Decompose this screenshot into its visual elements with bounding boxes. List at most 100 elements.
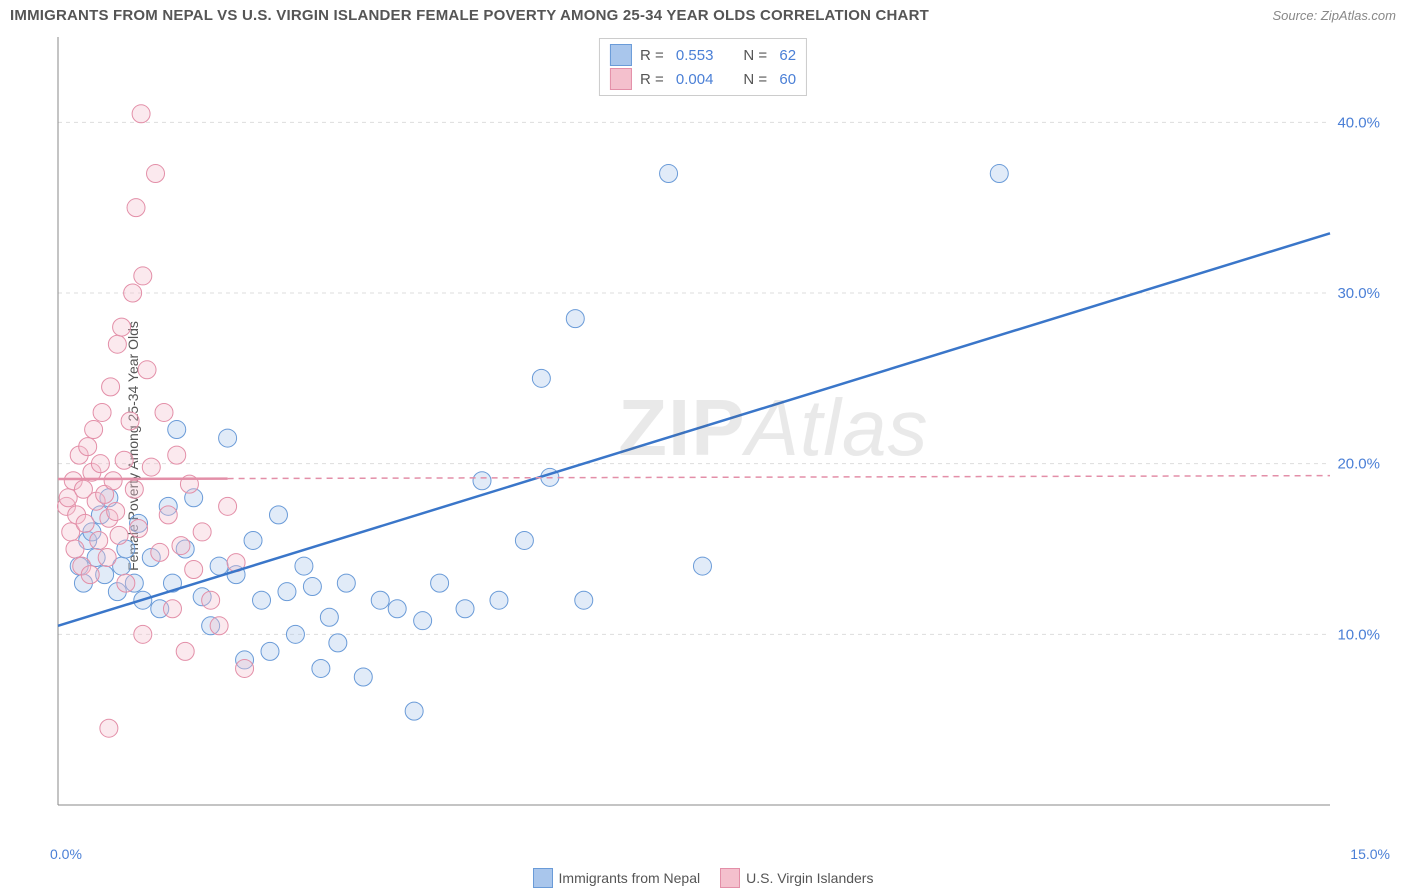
data-point: [168, 446, 186, 464]
data-point: [253, 591, 271, 609]
data-point: [193, 523, 211, 541]
data-point: [337, 574, 355, 592]
legend-swatch: [610, 68, 632, 90]
data-point: [388, 600, 406, 618]
series-legend-item: Immigrants from Nepal: [533, 868, 701, 888]
data-point: [91, 455, 109, 473]
data-point: [532, 369, 550, 387]
y-tick-label: 30.0%: [1337, 285, 1380, 302]
data-point: [295, 557, 313, 575]
r-value: 0.553: [672, 47, 714, 64]
data-point: [473, 472, 491, 490]
data-point: [172, 537, 190, 555]
data-point: [104, 472, 122, 490]
n-value: 60: [775, 71, 796, 88]
data-point: [125, 480, 143, 498]
data-point: [210, 617, 228, 635]
data-point: [159, 506, 177, 524]
data-point: [210, 557, 228, 575]
legend-swatch: [610, 44, 632, 66]
chart-area: 10.0% 20.0% 30.0% 40.0%: [50, 35, 1390, 825]
x-axis-max-label: 15.0%: [1350, 846, 1390, 862]
data-point: [660, 165, 678, 183]
data-point: [134, 625, 152, 643]
data-point: [414, 612, 432, 630]
data-point: [134, 267, 152, 285]
n-value: 62: [775, 47, 796, 64]
data-point: [515, 531, 533, 549]
data-point: [66, 540, 84, 558]
source-value: ZipAtlas.com: [1321, 8, 1396, 23]
data-point: [100, 719, 118, 737]
data-point: [81, 566, 99, 584]
data-point: [108, 335, 126, 353]
data-point: [79, 438, 97, 456]
data-point: [185, 560, 203, 578]
data-point: [566, 310, 584, 328]
data-point: [693, 557, 711, 575]
data-point: [117, 574, 135, 592]
data-point: [431, 574, 449, 592]
series-legend-label: U.S. Virgin Islanders: [746, 870, 873, 886]
data-point: [138, 361, 156, 379]
data-point: [147, 165, 165, 183]
data-point: [312, 659, 330, 677]
data-point: [219, 429, 237, 447]
data-point: [90, 531, 108, 549]
data-point: [127, 199, 145, 217]
source-label: Source:: [1272, 8, 1320, 23]
data-point: [329, 634, 347, 652]
data-point: [155, 403, 173, 421]
series-legend: Immigrants from Nepal U.S. Virgin Islande…: [0, 868, 1406, 888]
data-point: [98, 549, 116, 567]
data-point: [490, 591, 508, 609]
data-point: [115, 451, 133, 469]
y-tick-label: 20.0%: [1337, 456, 1380, 473]
data-point: [990, 165, 1008, 183]
data-point: [107, 502, 125, 520]
data-point: [121, 412, 139, 430]
data-point: [405, 702, 423, 720]
data-point: [261, 642, 279, 660]
data-point: [76, 514, 94, 532]
r-value: 0.004: [672, 71, 714, 88]
legend-swatch: [533, 868, 553, 888]
correlation-legend-row: R = 0.004 N = 60: [610, 67, 796, 91]
data-point: [456, 600, 474, 618]
n-label: N =: [743, 71, 767, 88]
series-legend-label: Immigrants from Nepal: [559, 870, 701, 886]
x-axis-min-label: 0.0%: [50, 846, 82, 862]
data-point: [354, 668, 372, 686]
data-point: [320, 608, 338, 626]
legend-swatch: [720, 868, 740, 888]
data-point: [176, 642, 194, 660]
data-point: [130, 520, 148, 538]
data-point: [85, 421, 103, 439]
data-point: [219, 497, 237, 515]
data-point: [132, 105, 150, 123]
data-point: [142, 458, 160, 476]
y-tick-label: 10.0%: [1337, 626, 1380, 643]
correlation-legend: R = 0.553 N = 62 R = 0.004 N = 60: [599, 38, 807, 96]
data-point: [303, 578, 321, 596]
data-point: [124, 284, 142, 302]
data-point: [371, 591, 389, 609]
data-point: [168, 421, 186, 439]
data-point: [286, 625, 304, 643]
source-attribution: Source: ZipAtlas.com: [1272, 8, 1396, 23]
data-point: [278, 583, 296, 601]
chart-title: IMMIGRANTS FROM NEPAL VS U.S. VIRGIN ISL…: [10, 7, 929, 24]
data-point: [244, 531, 262, 549]
r-label: R =: [640, 71, 664, 88]
data-point: [575, 591, 593, 609]
y-tick-label: 40.0%: [1337, 114, 1380, 131]
scatter-plot: 10.0% 20.0% 30.0% 40.0%: [50, 35, 1390, 825]
header-bar: IMMIGRANTS FROM NEPAL VS U.S. VIRGIN ISL…: [0, 0, 1406, 30]
data-point: [236, 659, 254, 677]
data-point: [151, 543, 169, 561]
data-point: [202, 591, 220, 609]
n-label: N =: [743, 47, 767, 64]
r-label: R =: [640, 47, 664, 64]
data-point: [113, 318, 131, 336]
data-point: [110, 526, 128, 544]
